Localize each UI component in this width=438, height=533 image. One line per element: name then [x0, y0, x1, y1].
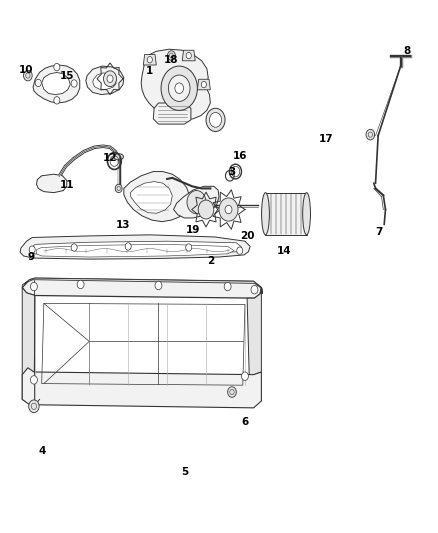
Polygon shape — [36, 244, 234, 257]
Circle shape — [241, 372, 248, 381]
Text: 6: 6 — [241, 417, 249, 427]
Circle shape — [224, 282, 231, 291]
Circle shape — [251, 286, 258, 294]
Ellipse shape — [114, 154, 124, 160]
Polygon shape — [93, 73, 116, 90]
Circle shape — [225, 205, 232, 214]
Circle shape — [29, 246, 35, 253]
Ellipse shape — [303, 192, 311, 235]
Text: 1: 1 — [146, 66, 153, 76]
Circle shape — [186, 244, 192, 251]
Text: 5: 5 — [181, 467, 188, 477]
Text: 10: 10 — [19, 65, 34, 75]
Polygon shape — [198, 79, 210, 90]
Text: 11: 11 — [60, 180, 74, 190]
Circle shape — [107, 75, 113, 83]
Circle shape — [125, 243, 131, 250]
Circle shape — [175, 83, 184, 93]
Text: 7: 7 — [375, 227, 383, 237]
Text: 13: 13 — [116, 220, 130, 230]
Text: 17: 17 — [319, 134, 334, 144]
Polygon shape — [36, 174, 67, 192]
Text: 4: 4 — [38, 446, 46, 456]
Polygon shape — [22, 288, 35, 403]
Circle shape — [147, 56, 152, 63]
Polygon shape — [182, 50, 195, 61]
Circle shape — [366, 130, 374, 140]
Circle shape — [168, 75, 190, 101]
Circle shape — [161, 66, 198, 110]
Polygon shape — [42, 72, 70, 94]
Polygon shape — [153, 103, 191, 124]
Text: 15: 15 — [60, 70, 74, 80]
Circle shape — [103, 71, 117, 87]
Polygon shape — [124, 172, 190, 222]
Text: 14: 14 — [276, 246, 291, 256]
Circle shape — [228, 387, 236, 397]
Text: 8: 8 — [403, 46, 411, 56]
Polygon shape — [30, 241, 241, 255]
Text: 18: 18 — [164, 55, 179, 64]
Circle shape — [209, 112, 222, 127]
Circle shape — [31, 376, 37, 384]
Circle shape — [71, 244, 77, 251]
Circle shape — [54, 63, 60, 71]
Polygon shape — [22, 368, 261, 408]
Circle shape — [201, 82, 206, 88]
Circle shape — [35, 79, 41, 87]
Text: 12: 12 — [103, 154, 117, 164]
Circle shape — [198, 200, 214, 219]
Ellipse shape — [261, 192, 269, 235]
Text: 9: 9 — [27, 252, 35, 262]
Polygon shape — [22, 278, 261, 298]
Polygon shape — [22, 278, 262, 294]
Circle shape — [115, 184, 122, 192]
Circle shape — [206, 108, 225, 132]
Polygon shape — [265, 192, 307, 235]
Polygon shape — [131, 182, 172, 213]
Polygon shape — [173, 187, 219, 218]
Circle shape — [54, 96, 60, 104]
Circle shape — [219, 198, 238, 221]
Circle shape — [77, 280, 84, 289]
Text: 20: 20 — [240, 231, 254, 241]
Polygon shape — [247, 288, 261, 377]
Polygon shape — [141, 49, 210, 120]
Circle shape — [155, 281, 162, 290]
Circle shape — [237, 247, 243, 254]
Circle shape — [29, 400, 39, 413]
Polygon shape — [33, 65, 80, 103]
Polygon shape — [143, 54, 156, 65]
Circle shape — [31, 282, 37, 291]
Text: 19: 19 — [186, 224, 200, 235]
Circle shape — [186, 52, 191, 59]
Circle shape — [187, 191, 206, 214]
Text: 3: 3 — [228, 166, 236, 176]
Circle shape — [71, 80, 77, 87]
Text: 16: 16 — [233, 151, 247, 161]
Circle shape — [168, 51, 175, 60]
Polygon shape — [86, 66, 124, 94]
Text: 2: 2 — [207, 256, 214, 266]
Circle shape — [24, 70, 32, 81]
Polygon shape — [20, 235, 250, 259]
